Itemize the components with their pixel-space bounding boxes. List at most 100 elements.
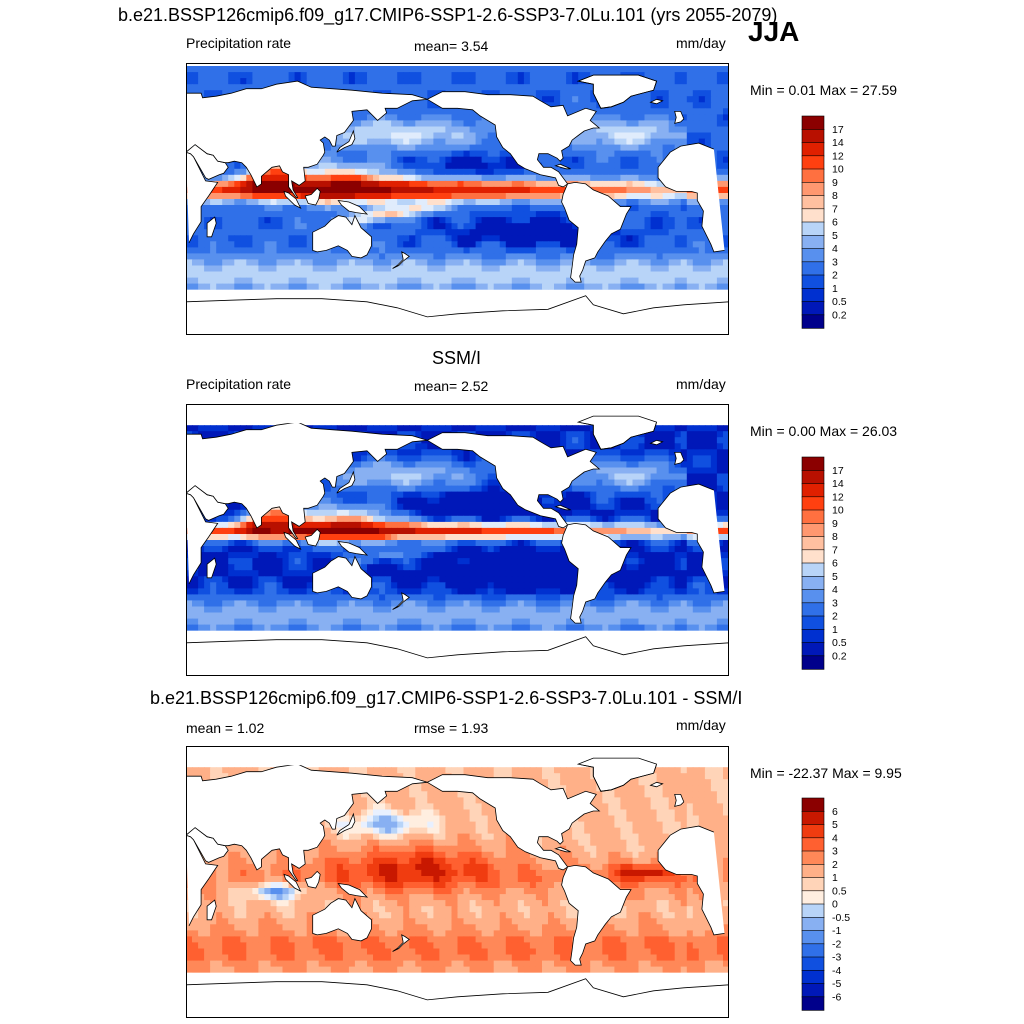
colorbar-box xyxy=(801,576,825,591)
colorbar-tick-label: -4 xyxy=(832,965,841,977)
coastline-namerica xyxy=(426,432,601,529)
colorbar-tick-label: 17 xyxy=(832,124,844,136)
colorbar-tick-label: 17 xyxy=(832,465,844,477)
colorbar-box xyxy=(801,943,825,958)
colorbar-box xyxy=(801,261,825,276)
colorbar-box xyxy=(801,811,825,826)
colorbar-tick-label: 5 xyxy=(832,819,838,831)
panel-2-map xyxy=(186,404,729,676)
colorbar-tick-label: 2 xyxy=(832,270,838,282)
colorbar-tick-label: 5 xyxy=(832,230,838,242)
colorbar-tick-label: 8 xyxy=(832,531,838,543)
panel-3-units: mm/day xyxy=(676,717,726,733)
colorbar-box xyxy=(801,221,825,236)
coastline-japan xyxy=(336,129,356,153)
colorbar-tick-label: 0.5 xyxy=(832,637,847,649)
colorbar-box xyxy=(801,301,825,316)
colorbar-box xyxy=(801,235,825,250)
coastline-namerica xyxy=(426,91,601,188)
colorbar-tick-label: 9 xyxy=(832,518,838,530)
coastline-iceland xyxy=(649,98,664,105)
colorbar-box xyxy=(801,496,825,511)
colorbar-box xyxy=(801,890,825,905)
colorbar-box xyxy=(801,195,825,210)
colorbar-box xyxy=(801,168,825,183)
colorbar-box xyxy=(801,642,825,657)
colorbar-tick-label: 3 xyxy=(832,597,838,609)
colorbar-box xyxy=(801,536,825,551)
panel-1-units: mm/day xyxy=(676,35,726,51)
colorbar-tick-label: 6 xyxy=(832,558,838,570)
colorbar-box xyxy=(801,314,825,329)
colorbar-tick-label: 12 xyxy=(832,150,844,162)
colorbar-box xyxy=(801,155,825,170)
coastline-newguinea xyxy=(337,540,369,556)
colorbar-box xyxy=(801,797,825,812)
colorbar-box xyxy=(801,970,825,985)
colorbar-box xyxy=(801,837,825,852)
panel-1-mean-label: mean= 3.54 xyxy=(414,38,489,54)
colorbar-tick-label: 0.5 xyxy=(832,296,847,308)
colorbar-box xyxy=(801,877,825,892)
coastline-cuba xyxy=(554,846,571,853)
colorbar-tick-label: -0.5 xyxy=(832,912,850,924)
coastline-uk xyxy=(674,794,685,807)
coastline-australia xyxy=(312,555,372,600)
colorbar-tick-label: 7 xyxy=(832,203,838,215)
coastline-borneo xyxy=(304,870,321,889)
coastline-iceland xyxy=(649,781,664,788)
colorbar-tick-label: 1 xyxy=(832,624,838,636)
colorbar-box xyxy=(801,930,825,945)
colorbar-tick-label: 4 xyxy=(832,243,838,255)
coastline-newguinea xyxy=(337,882,369,898)
coastline-borneo xyxy=(304,528,321,547)
colorbar-tick-label: 8 xyxy=(832,190,838,202)
coastline-asia xyxy=(186,763,428,881)
colorbar-tick-label: 6 xyxy=(832,806,838,818)
colorbar-box xyxy=(801,523,825,538)
coastline-japan xyxy=(336,470,356,494)
colorbar-tick-label: 4 xyxy=(832,584,838,596)
colorbar-tick-label: 0.5 xyxy=(832,885,847,897)
colorbar-tick-label: 0.2 xyxy=(832,309,847,321)
colorbar-tick-label: 4 xyxy=(832,832,838,844)
colorbar-box xyxy=(801,288,825,303)
coastline-iceland xyxy=(649,439,664,446)
colorbar-tick-label: 9 xyxy=(832,177,838,189)
colorbar-box xyxy=(801,182,825,197)
colorbar-box xyxy=(801,470,825,485)
coastline-uk xyxy=(674,452,685,465)
colorbar-tick-label: 0.2 xyxy=(832,650,847,662)
figure-title: b.e21.BSSP126cmip6.f09_g17.CMIP6-SSP1-2.… xyxy=(118,5,778,25)
coastline-japan xyxy=(336,812,356,836)
panel-3-map xyxy=(186,746,729,1018)
colorbar-box xyxy=(801,602,825,617)
colorbar-box xyxy=(801,115,825,130)
colorbar-box xyxy=(801,824,825,839)
coastline-australia xyxy=(312,897,372,942)
colorbar-tick-label: 2 xyxy=(832,611,838,623)
colorbar-tick-label: 0 xyxy=(832,899,838,911)
colorbar-box xyxy=(801,129,825,144)
map-frame xyxy=(186,746,729,1018)
colorbar-box xyxy=(801,864,825,879)
colorbar-tick-label: 5 xyxy=(832,571,838,583)
panel-3-mean-label: mean = 1.02 xyxy=(186,720,265,736)
coastline-samerica xyxy=(561,181,632,283)
colorbar-box xyxy=(801,850,825,865)
colorbar-box xyxy=(801,562,825,577)
coastline-madagascar xyxy=(206,216,217,238)
map-frame xyxy=(186,63,729,335)
colorbar-tick-label: -6 xyxy=(832,991,841,1003)
panel-1-map xyxy=(186,63,729,335)
colorbar-box xyxy=(801,208,825,223)
colorbar-box xyxy=(801,903,825,918)
coastline-sumatra xyxy=(283,190,302,210)
colorbar-box xyxy=(801,956,825,971)
colorbar-tick-label: -3 xyxy=(832,952,841,964)
colorbar-tick-label: -2 xyxy=(832,938,841,950)
panel-2-minmax: Min = 0.00 Max = 26.03 xyxy=(750,423,898,439)
colorbar-tick-label: 10 xyxy=(832,164,844,176)
